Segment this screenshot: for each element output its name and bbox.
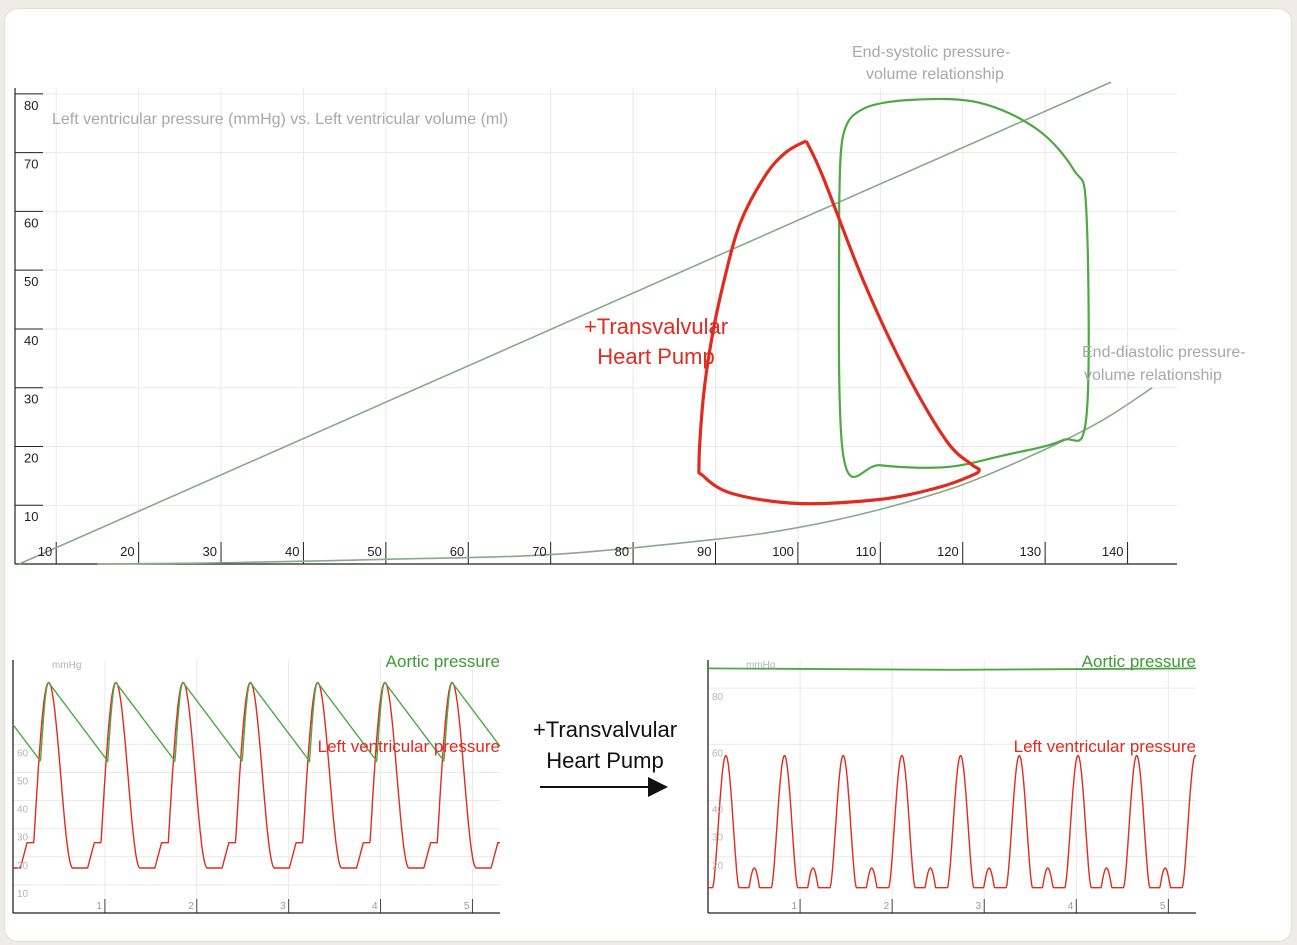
pump-lv-pressure-line (708, 754, 1197, 889)
pressure-chart-pump: 1 2 3 4 5 20 30 40 60 80 mmHg Aortic pressure Lef… (707, 652, 1197, 914)
p2-y-tick-label: 80 (712, 692, 724, 703)
baseline-legend-lv: Left ventricular pressure (318, 737, 500, 756)
pump-aortic-pressure-line (707, 667, 1197, 671)
pv-y-tick-label: 50 (24, 274, 38, 289)
pv-x-tick-label: 10 (38, 544, 52, 559)
pv-x-tick-label: 20 (120, 544, 134, 559)
intervention-label-line2: Heart Pump (546, 748, 663, 773)
p2-x-tick-label: 4 (1068, 901, 1074, 912)
p2-y-tick-label: 20 (712, 861, 724, 872)
p2-x-tick-label: 2 (884, 901, 890, 912)
p2-x-tick-label: 3 (976, 901, 982, 912)
pv-y-tick-label: 60 (24, 215, 38, 230)
pv-series (18, 81, 1153, 565)
pump-legend-aortic: Aortic pressure (1082, 652, 1196, 671)
pv-y-tick-label: 70 (24, 157, 38, 172)
pv-x-tick-label: 90 (697, 544, 711, 559)
p1-y-tick-label: 10 (17, 889, 29, 900)
p2-y-tick-label: 40 (712, 805, 724, 816)
p2-x-tick-label: 5 (1160, 901, 1166, 912)
espvr-line (18, 81, 1112, 565)
pump-series (707, 667, 1197, 889)
pv-y-tick-label: 20 (24, 450, 38, 465)
p2-x-tick-label: 1 (792, 901, 798, 912)
baseline-aortic-pressure-line (12, 681, 501, 764)
edpvr-line (97, 387, 1153, 565)
pv-x-tick-label: 140 (1102, 544, 1124, 559)
pv-y-tick-label: 30 (24, 392, 38, 407)
pump-tick-labels: 1 2 3 4 5 20 30 40 60 80 (712, 692, 1166, 912)
p1-y-tick-label: 40 (17, 805, 29, 816)
pv-y-tick-label: 10 (24, 509, 38, 524)
baseline-legend-aortic: Aortic pressure (386, 652, 500, 671)
p1-x-tick-label: 2 (188, 901, 194, 912)
baseline-series (12, 681, 501, 869)
baseline-unit-label: mmHg (52, 660, 81, 671)
edpvr-label-line1: End-diastolic pressure- (1082, 344, 1246, 361)
espvr-label-line2: volume relationship (866, 66, 1004, 83)
pv-axes (14, 88, 1177, 565)
pump-unit-label: mmHg (746, 660, 775, 671)
pv-grid (15, 88, 1177, 564)
espvr-label-line1: End-systolic pressure- (852, 44, 1010, 61)
pv-chart-title: Left ventricular pressure (mmHg) vs. Lef… (52, 111, 508, 128)
intervention-label-line1: +Transvalvular (533, 717, 677, 742)
pump-label-line2: Heart Pump (597, 344, 714, 369)
p1-y-tick-label: 20 (17, 861, 29, 872)
pump-legend-lv: Left ventricular pressure (1014, 737, 1196, 756)
p2-y-tick-label: 30 (712, 833, 724, 844)
p1-x-tick-label: 3 (280, 901, 286, 912)
pv-x-tick-label: 80 (615, 544, 629, 559)
pv-x-tick-label: 110 (856, 544, 877, 559)
p1-x-tick-label: 4 (372, 901, 378, 912)
p1-x-tick-label: 1 (96, 901, 102, 912)
edpvr-label-line2: volume relationship (1084, 367, 1222, 384)
pv-y-tick-label: 80 (24, 98, 38, 113)
pv-x-tick-label: 60 (450, 544, 464, 559)
baseline-tick-labels: 1 2 3 4 5 10 20 30 40 50 60 (17, 748, 470, 912)
baseline-grid (12, 660, 500, 914)
p1-y-tick-label: 50 (17, 776, 29, 787)
p1-y-tick-label: 60 (17, 748, 29, 759)
p2-y-tick-label: 60 (712, 748, 724, 759)
intervention-annotation: +Transvalvular Heart Pump (533, 717, 677, 797)
pv-y-tick-label: 40 (24, 333, 38, 348)
pump-grid (707, 660, 1196, 914)
pressure-chart-baseline: 1 2 3 4 5 10 20 30 40 50 60 mmHg Aortic pressure L… (12, 652, 501, 914)
pv-loop-chart: Left ventricular pressure (mmHg) vs. Lef… (14, 44, 1246, 565)
baseline-lv-pressure-line (13, 681, 500, 869)
pump-label-line1: +Transvalvular (584, 314, 728, 339)
p1-x-tick-label: 5 (464, 901, 470, 912)
baseline-pv-loop (837, 97, 1090, 479)
pv-x-tick-label: 100 (772, 544, 794, 559)
pump-pv-loop (697, 139, 981, 506)
pv-x-tick-label: 40 (285, 544, 299, 559)
pv-x-tick-label: 50 (367, 544, 381, 559)
pv-x-tick-label: 30 (203, 544, 217, 559)
pv-tick-labels: 10 20 30 40 50 60 70 80 90 100 110 120 130 140 10 20 30 4… (24, 98, 1124, 559)
p1-y-tick-label: 30 (17, 833, 29, 844)
pv-x-tick-label: 120 (937, 544, 959, 559)
pv-x-tick-label: 70 (532, 544, 546, 559)
pv-x-tick-label: 130 (1019, 544, 1041, 559)
